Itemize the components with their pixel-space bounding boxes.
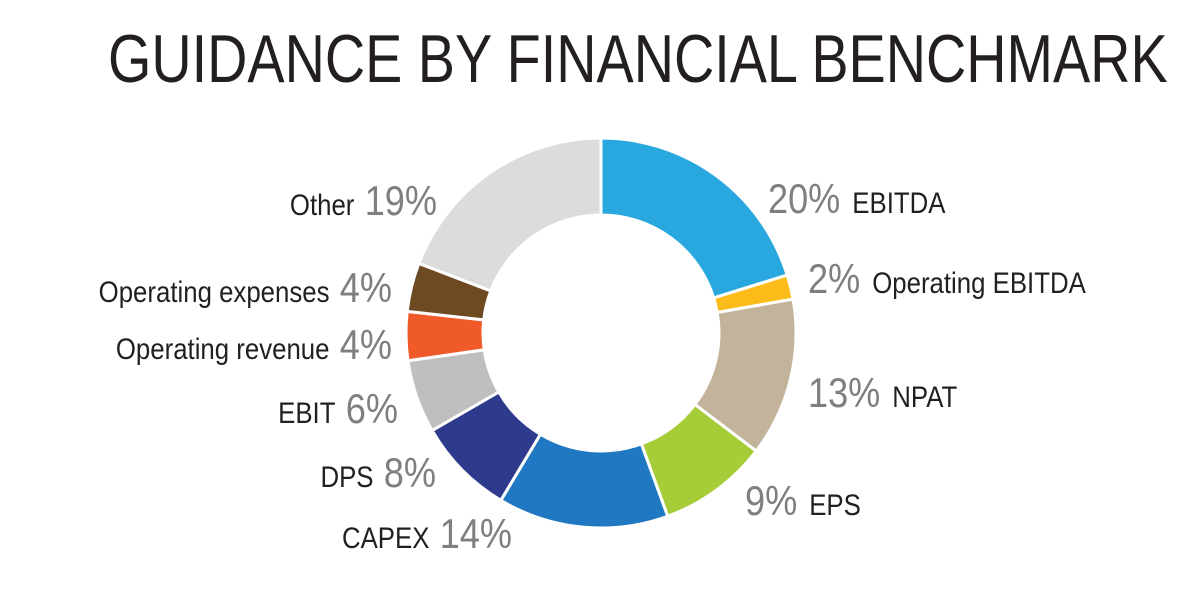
slice-percent: 4% (340, 323, 392, 369)
slice-ebitda (599, 136, 790, 300)
slice-percent: 14% (440, 512, 512, 558)
slice-percent: 13% (808, 371, 880, 417)
slice-name: EPS (809, 488, 861, 521)
slice-label-npat: 13% NPAT (808, 371, 957, 417)
slice-name: Operating revenue (116, 332, 330, 365)
slice-name: DPS (320, 460, 373, 493)
slice-label-operating-ebitda: 2% Operating EBITDA (808, 257, 1086, 303)
slice-percent: 9% (745, 479, 797, 525)
slice-percent: 2% (808, 257, 860, 303)
chart-title: GUIDANCE BY FINANCIAL BENCHMARK (108, 21, 1168, 97)
slice-label-capex: CAPEX 14% (342, 512, 512, 558)
slice-percent: 8% (384, 451, 436, 497)
slice-name: Operating expenses (99, 275, 330, 308)
slice-label-operating-expenses: Operating expenses 4% (99, 266, 392, 312)
slice-percent: 4% (340, 266, 392, 312)
slice-name: EBITDA (852, 186, 945, 219)
slice-name: NPAT (892, 380, 957, 413)
slice-other (416, 136, 603, 293)
slice-label-ebit: EBIT 6% (278, 387, 398, 433)
slice-name: Other (290, 188, 355, 221)
slice-label-eps: 9% EPS (745, 479, 861, 525)
slice-percent: 6% (346, 387, 398, 433)
slice-percent: 20% (768, 177, 840, 223)
slice-percent: 19% (365, 179, 437, 225)
slice-name: EBIT (278, 396, 335, 429)
slice-name: CAPEX (342, 521, 430, 554)
slice-label-dps: DPS 8% (320, 451, 436, 497)
slice-name: Operating EBITDA (872, 266, 1086, 299)
slice-label-operating-revenue: Operating revenue 4% (116, 323, 392, 369)
slice-label-ebitda: 20% EBITDA (768, 177, 946, 223)
slice-label-other: Other 19% (290, 179, 437, 225)
